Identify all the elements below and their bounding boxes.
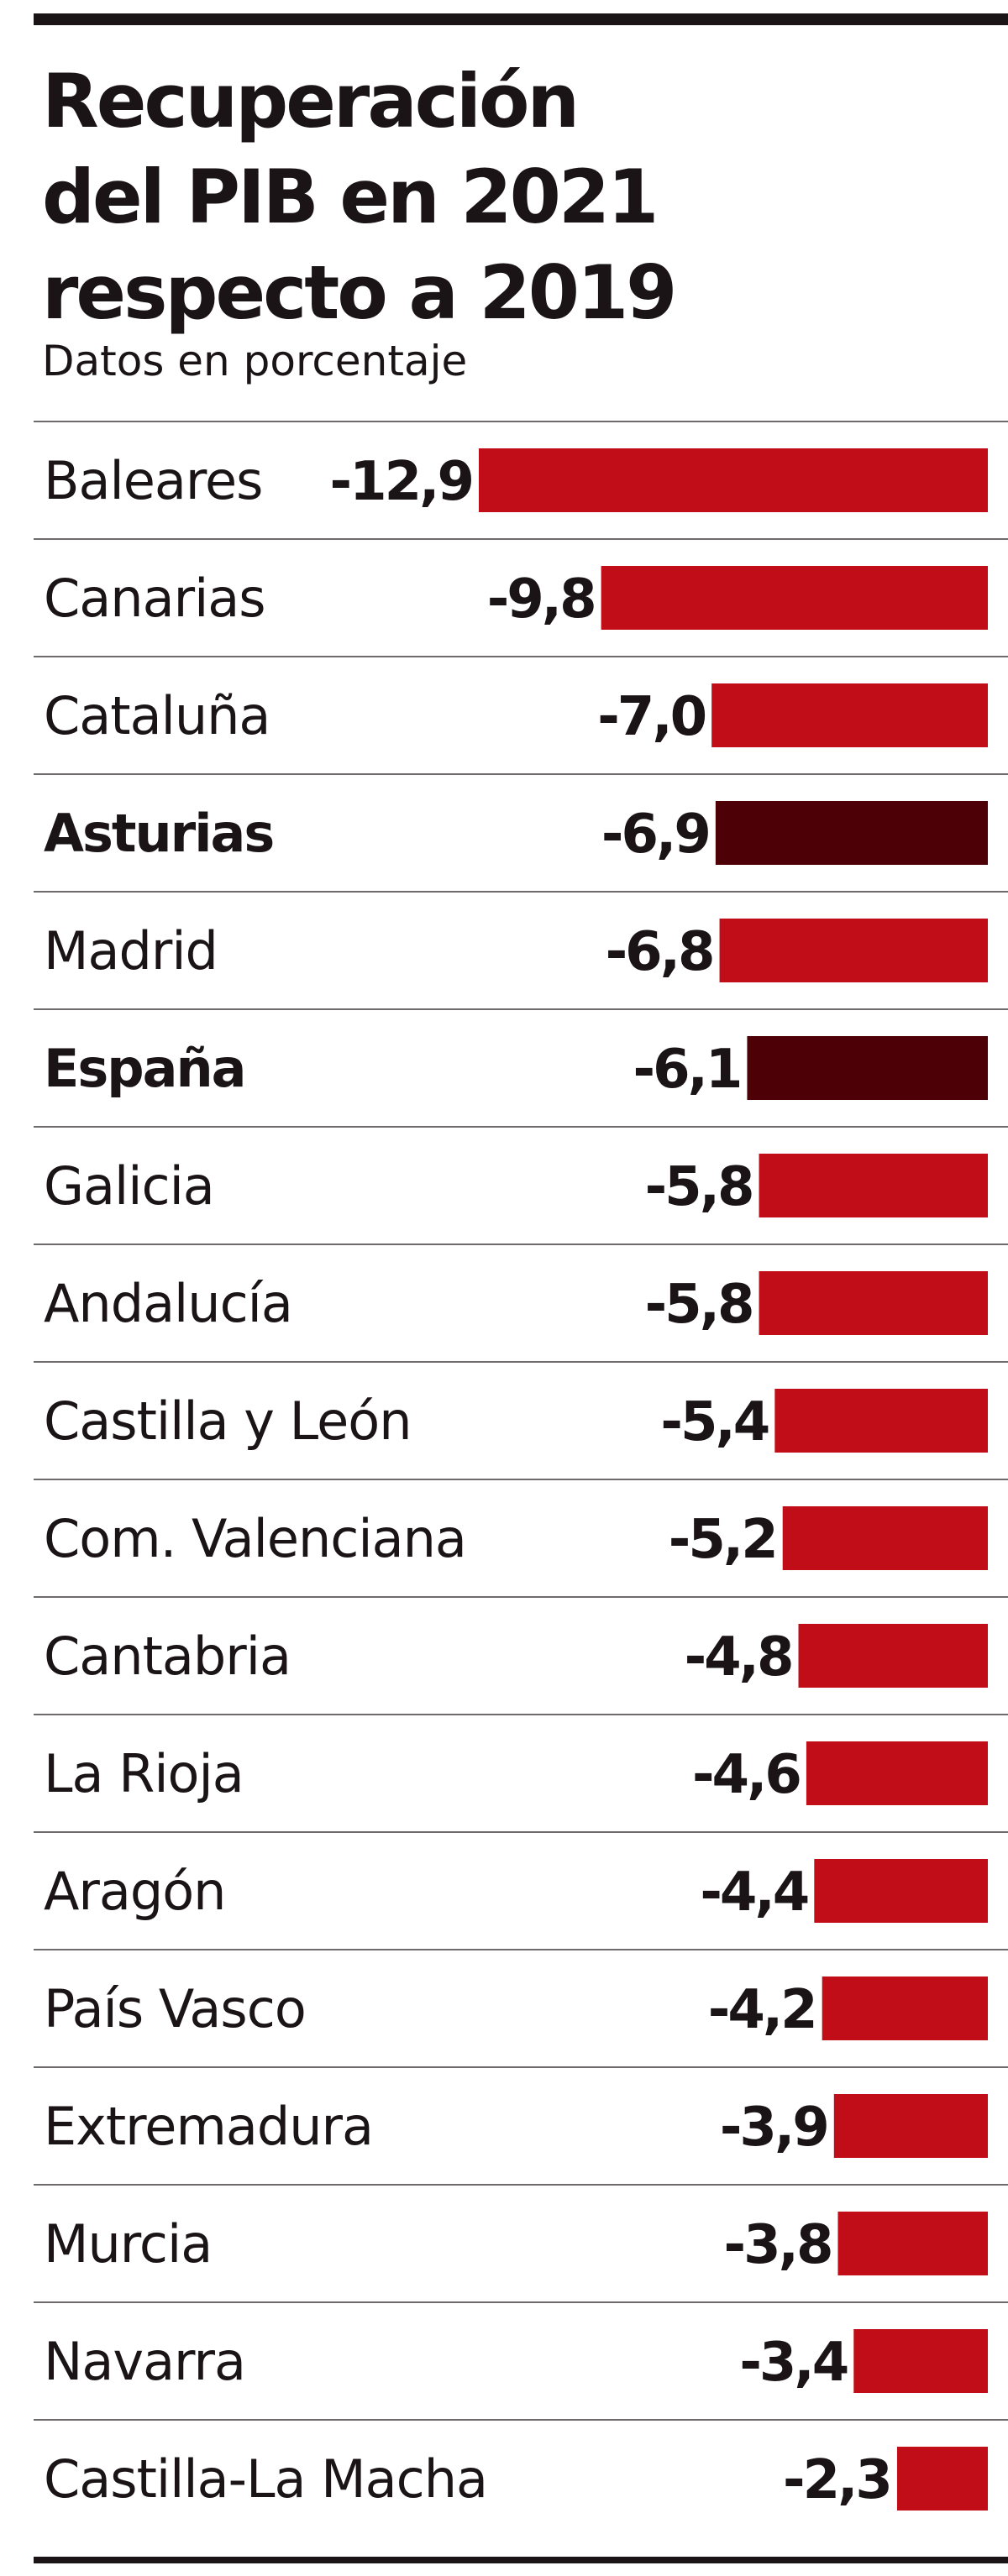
value-label: -3,4 (739, 2332, 847, 2394)
value-label: -7,0 (597, 686, 705, 748)
chart-title: Recuperación del PIB en 2021 respecto a … (42, 54, 966, 341)
bar (896, 2447, 988, 2511)
category-label: Aragón (44, 1861, 225, 1922)
category-label: Extremadura (44, 2096, 373, 2157)
category-label: Com. Valenciana (44, 1508, 466, 1569)
category-label: Asturias (44, 803, 273, 864)
bar (853, 2329, 988, 2393)
bar (837, 2212, 988, 2275)
chart-subtitle: Datos en porcentaje (42, 337, 468, 385)
title-line-2: del PIB en 2021 (42, 154, 659, 240)
value-label: -4,2 (708, 1979, 816, 2041)
value-label: -4,6 (692, 1744, 800, 1806)
value-label: -4,4 (700, 1861, 807, 1924)
value-label: -6,9 (601, 804, 709, 866)
category-label: La Rioja (44, 1743, 244, 1804)
bar (782, 1506, 988, 1570)
bar (719, 919, 988, 982)
bar (774, 1389, 988, 1453)
category-label: Cantabria (44, 1626, 291, 1687)
bar (798, 1624, 988, 1688)
value-label: -5,8 (645, 1274, 753, 1336)
bar (711, 683, 988, 747)
bar (747, 1036, 988, 1100)
category-label: Baleares (44, 450, 262, 511)
value-label: -3,9 (720, 2097, 827, 2159)
bar (601, 566, 988, 630)
category-label: Andalucía (44, 1273, 292, 1334)
category-label: País Vasco (44, 1978, 306, 2039)
value-label: -2,3 (783, 2449, 890, 2511)
title-line-1: Recuperación (42, 58, 580, 144)
value-label: -3,8 (724, 2214, 832, 2276)
value-label: -12,9 (330, 451, 472, 513)
value-label: -5,4 (660, 1391, 768, 1453)
bar (715, 801, 988, 865)
category-label: Cataluña (44, 685, 270, 746)
value-label: -9,8 (487, 568, 595, 631)
category-label: Navarra (44, 2331, 245, 2392)
bar (833, 2094, 988, 2158)
title-line-3: respecto a 2019 (42, 249, 677, 336)
category-label: Canarias (44, 568, 265, 629)
value-label: -6,8 (606, 921, 713, 983)
category-label: Galicia (44, 1155, 214, 1217)
bar (822, 1977, 988, 2040)
bottom-rule (34, 2557, 1008, 2563)
value-label: -6,1 (633, 1039, 741, 1101)
bar (479, 448, 988, 512)
bar (759, 1154, 988, 1217)
bar (759, 1271, 988, 1335)
category-label: España (44, 1038, 244, 1099)
bar (806, 1741, 988, 1805)
value-label: -4,8 (685, 1626, 792, 1689)
top-rule (34, 13, 1008, 25)
value-label: -5,2 (669, 1509, 776, 1571)
bar (814, 1859, 988, 1923)
category-label: Castilla-La Macha (44, 2448, 487, 2510)
category-label: Murcia (44, 2213, 212, 2275)
value-label: -5,8 (645, 1156, 753, 1218)
category-label: Madrid (44, 920, 218, 982)
category-label: Castilla y León (44, 1390, 412, 1452)
